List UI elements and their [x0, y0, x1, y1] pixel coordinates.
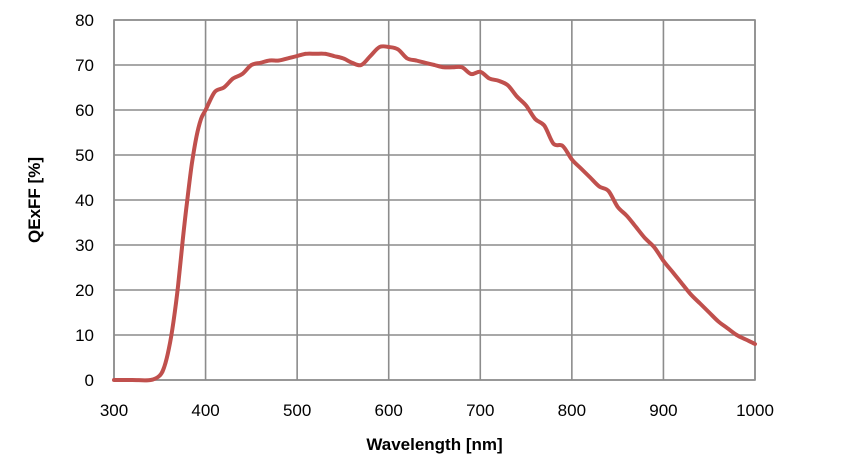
plot-area-frame [113, 19, 756, 381]
y-tick-label: 20 [75, 281, 94, 300]
x-tick-label: 400 [191, 401, 219, 420]
x-tick-label: 500 [283, 401, 311, 420]
y-tick-label: 30 [75, 236, 94, 255]
y-tick-label: 0 [85, 371, 94, 390]
x-axis-title: Wavelength [nm] [366, 435, 502, 454]
x-tick-label: 300 [100, 401, 128, 420]
y-tick-label: 80 [75, 11, 94, 30]
x-tick-label: 900 [649, 401, 677, 420]
grid-lines [113, 19, 756, 381]
y-axis-tick-labels: 0 10 20 30 40 50 60 70 80 [75, 11, 94, 390]
x-axis-tick-labels: 300 400 500 600 700 800 900 1000 [100, 401, 774, 420]
x-tick-label: 800 [558, 401, 586, 420]
y-tick-label: 50 [75, 146, 94, 165]
y-tick-label: 70 [75, 56, 94, 75]
y-tick-label: 60 [75, 101, 94, 120]
y-axis-title: QExFF [%] [25, 157, 44, 243]
y-tick-label: 10 [75, 326, 94, 345]
x-tick-label: 600 [375, 401, 403, 420]
x-tick-label: 1000 [736, 401, 774, 420]
x-tick-label: 700 [466, 401, 494, 420]
y-tick-label: 40 [75, 191, 94, 210]
series-line [112, 44, 757, 383]
